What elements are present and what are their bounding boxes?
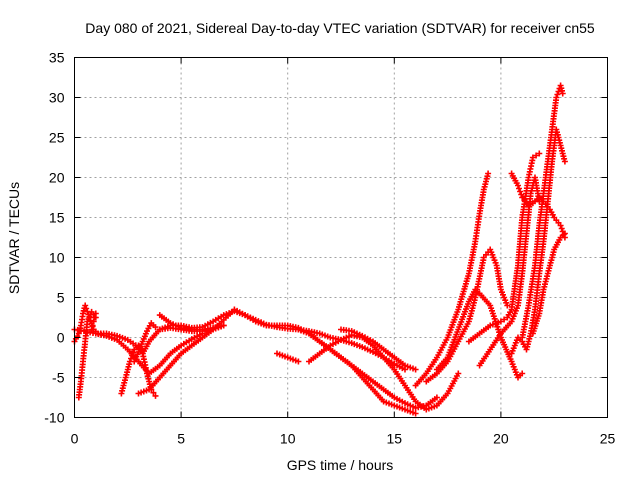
data-point-markers [423,246,511,385]
series-track-8 [156,312,227,333]
series-track-5 [118,342,159,399]
series-track-16 [465,150,543,345]
data-point-markers [274,350,302,365]
data-point-markers [529,230,568,337]
data-point-markers [519,82,566,341]
data-point-markers [476,174,543,369]
series-track-13 [412,170,492,389]
series-track-9 [274,350,302,365]
series-track-19 [508,126,568,357]
series-track-17 [476,174,543,369]
grid [74,57,608,418]
y-tick-label: 30 [49,90,65,106]
data-point-markers [118,342,159,399]
series-track-20 [519,82,566,341]
data-point-markers [508,126,568,357]
x-tick-label: 0 [71,431,79,447]
y-tick-label: 35 [49,50,65,66]
plot-frame [74,57,608,418]
series-track-14 [423,246,511,385]
x-tick-label: 10 [280,431,296,447]
series-track-21 [529,230,568,337]
y-tick-label: 5 [57,290,65,306]
x-tick-label: 5 [177,431,185,447]
y-tick-label: 10 [49,250,65,266]
data-point-markers [338,326,419,373]
y-axis-label: SDTVAR / TECUs [6,182,22,294]
y-tick-label: 25 [49,130,65,146]
axis-ticks: 0 5 10 15 20 25 -10 -5 0 5 10 15 20 25 30 35 [44,50,615,447]
y-tick-label: 0 [57,330,65,346]
series-track-11 [306,332,462,413]
series-track-12 [338,326,419,373]
data-point-markers [156,312,227,333]
x-tick-label: 20 [493,431,509,447]
x-tick-label: 15 [387,431,403,447]
data-point-markers [306,332,462,413]
x-tick-label: 25 [600,431,616,447]
data-points [71,82,568,417]
x-axis-label: GPS time / hours [287,457,394,473]
y-tick-label: -5 [52,370,65,386]
data-point-markers [412,170,492,389]
data-point-markers [465,150,543,345]
y-tick-label: -10 [44,410,64,426]
y-tick-label: 20 [49,170,65,186]
chart-title: Day 080 of 2021, Sidereal Day-to-day VTE… [85,20,595,36]
y-tick-label: 15 [49,210,65,226]
